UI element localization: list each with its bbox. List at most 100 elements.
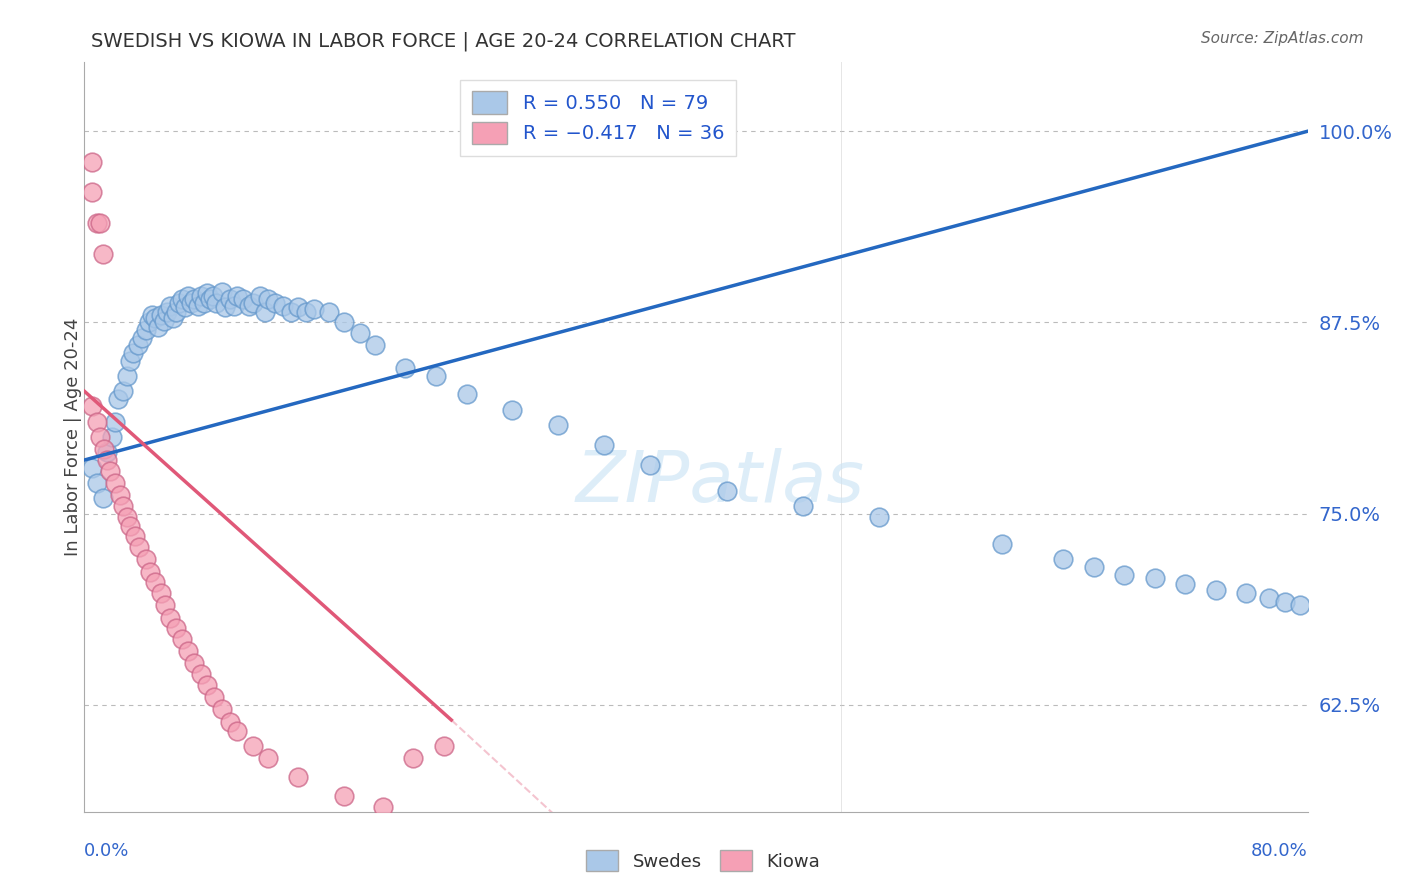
Point: [198, 293, 221, 307]
Point: [238, 299, 260, 313]
Point: [792, 499, 814, 513]
Point: [172, 293, 194, 307]
Point: [1258, 591, 1281, 605]
Point: [271, 299, 294, 313]
Point: [149, 308, 172, 322]
Point: [205, 295, 228, 310]
Point: [249, 289, 271, 303]
Point: [211, 702, 233, 716]
Point: [547, 417, 569, 432]
Point: [124, 529, 146, 543]
Point: [253, 304, 276, 318]
Point: [1205, 582, 1227, 597]
Point: [190, 289, 212, 303]
Point: [295, 304, 318, 318]
Point: [120, 353, 142, 368]
Point: [201, 289, 224, 303]
Text: Source: ZipAtlas.com: Source: ZipAtlas.com: [1201, 31, 1364, 46]
Point: [1289, 599, 1312, 613]
Point: [232, 293, 254, 307]
Point: [159, 299, 181, 313]
Point: [146, 320, 169, 334]
Point: [120, 518, 142, 533]
Point: [214, 300, 236, 314]
Text: 0.0%: 0.0%: [84, 842, 129, 860]
Point: [91, 246, 114, 260]
Point: [502, 402, 524, 417]
Point: [86, 216, 108, 230]
Point: [165, 621, 187, 635]
Point: [89, 430, 111, 444]
Point: [1274, 595, 1296, 609]
Point: [195, 678, 218, 692]
Point: [115, 368, 138, 383]
Point: [716, 483, 738, 498]
Point: [156, 304, 179, 318]
Point: [333, 789, 356, 804]
Point: [1083, 560, 1105, 574]
Point: [80, 400, 103, 414]
Point: [226, 723, 249, 738]
Point: [242, 739, 264, 753]
Point: [218, 293, 240, 307]
Point: [111, 384, 134, 399]
Point: [349, 326, 371, 340]
Point: [93, 442, 115, 457]
Point: [364, 338, 387, 352]
Point: [115, 509, 138, 524]
Point: [86, 475, 108, 490]
Y-axis label: In Labor Force | Age 20-24: In Labor Force | Age 20-24: [65, 318, 82, 557]
Point: [287, 770, 309, 784]
Point: [80, 186, 103, 200]
Point: [1174, 577, 1197, 591]
Point: [177, 289, 200, 303]
Point: [433, 739, 456, 753]
Legend: R = 0.550   N = 79, R = −0.417   N = 36: R = 0.550 N = 79, R = −0.417 N = 36: [460, 79, 735, 156]
Text: 80.0%: 80.0%: [1251, 842, 1308, 860]
Point: [155, 599, 177, 613]
Point: [177, 644, 200, 658]
Point: [89, 216, 111, 230]
Point: [96, 445, 118, 459]
Point: [183, 657, 205, 671]
Point: [394, 361, 416, 376]
Point: [111, 499, 134, 513]
Point: [107, 392, 129, 406]
Point: [108, 488, 131, 502]
Point: [167, 295, 190, 310]
Point: [202, 690, 225, 704]
Point: [98, 464, 121, 478]
Point: [172, 632, 194, 646]
Point: [257, 751, 280, 765]
Point: [280, 304, 302, 318]
Point: [226, 289, 249, 303]
Point: [1236, 586, 1258, 600]
Point: [143, 310, 166, 325]
Point: [211, 285, 233, 299]
Point: [135, 323, 157, 337]
Point: [174, 300, 197, 314]
Point: [138, 315, 160, 329]
Point: [257, 293, 280, 307]
Point: [991, 537, 1014, 551]
Point: [190, 667, 212, 681]
Point: [318, 304, 340, 318]
Point: [162, 310, 184, 325]
Point: [131, 331, 153, 345]
Text: SWEDISH VS KIOWA IN LABOR FORCE | AGE 20-24 CORRELATION CHART: SWEDISH VS KIOWA IN LABOR FORCE | AGE 20…: [91, 31, 796, 51]
Point: [186, 299, 208, 313]
Point: [143, 575, 166, 590]
Point: [1052, 552, 1074, 566]
Point: [425, 368, 447, 383]
Point: [96, 453, 118, 467]
Point: [195, 286, 218, 301]
Point: [402, 751, 425, 765]
Point: [141, 308, 163, 322]
Point: [149, 586, 172, 600]
Point: [80, 154, 103, 169]
Point: [242, 295, 264, 310]
Point: [193, 295, 215, 310]
Point: [183, 293, 205, 307]
Point: [165, 304, 187, 318]
Point: [1143, 571, 1166, 585]
